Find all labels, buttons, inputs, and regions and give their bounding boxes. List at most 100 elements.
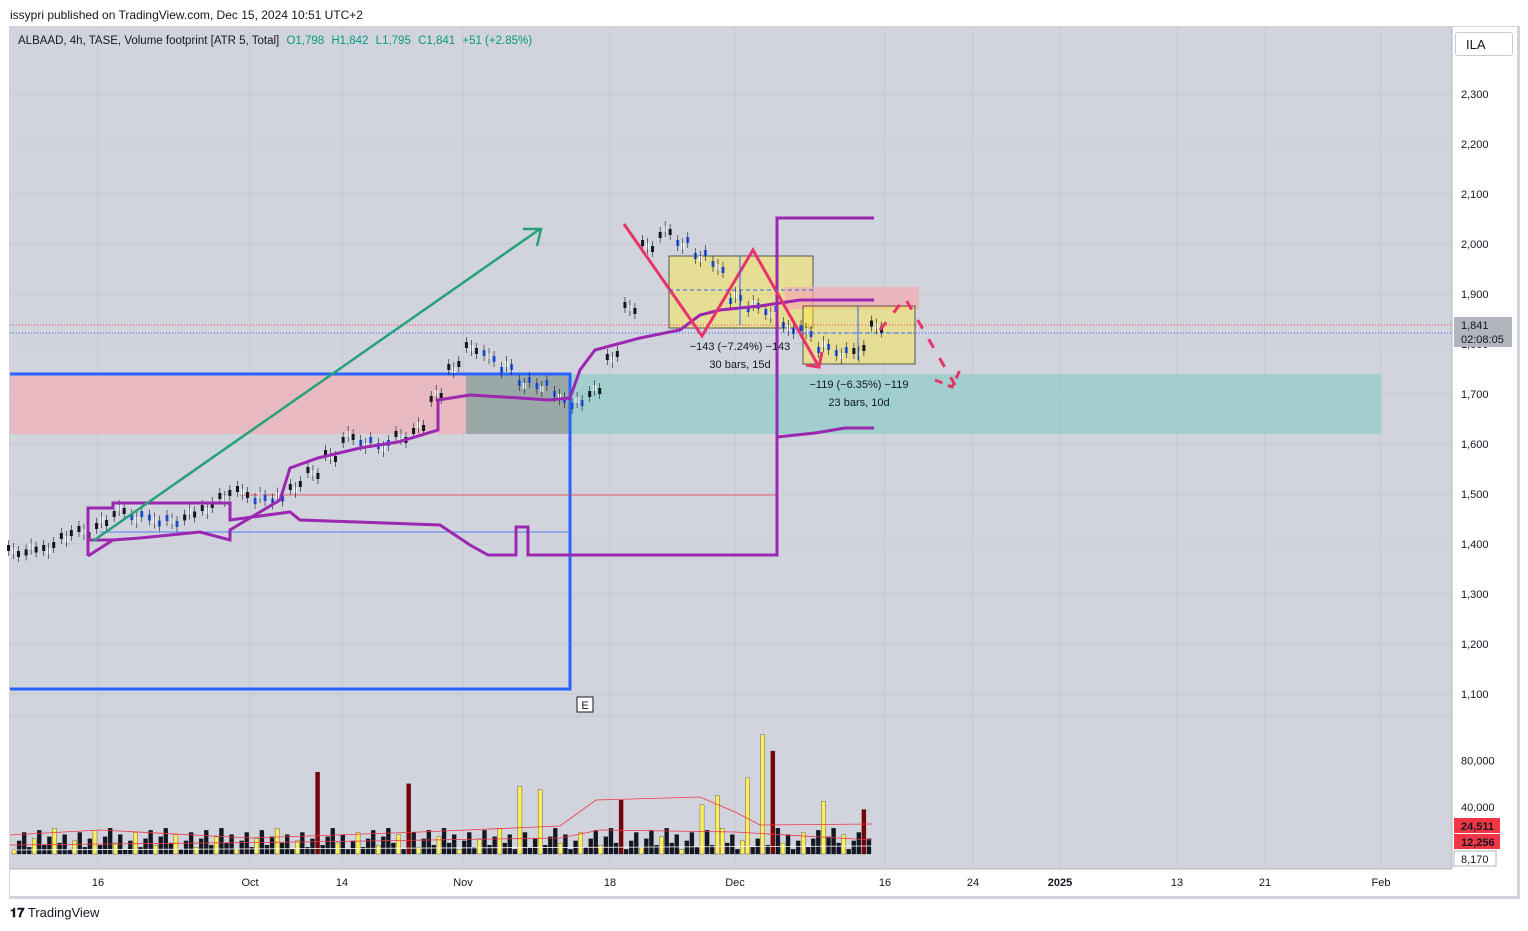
- volume-bar: [345, 849, 351, 855]
- footer-brand: TradingView: [27, 905, 100, 920]
- trend-arrow-up-head: [523, 227, 543, 247]
- forecast-arrow-head: [934, 369, 962, 389]
- volume-bar: [158, 836, 163, 855]
- volume-bar: [720, 828, 725, 855]
- close-value: C1,841: [418, 35, 456, 47]
- volume-bar: [543, 844, 548, 855]
- measure-2-label: −119 (−6.35%) −119: [810, 379, 909, 391]
- volume-bar: [775, 828, 781, 855]
- volume-bar: [406, 783, 411, 855]
- volume-bar: [209, 844, 214, 855]
- volume-bar: [512, 849, 518, 855]
- price-axis-panel: [1452, 27, 1517, 896]
- volume-bar: [310, 838, 315, 855]
- volume-bar: [492, 836, 497, 855]
- volume-tag-red: [1454, 818, 1500, 833]
- volume-bar: [249, 847, 254, 855]
- volume-bar: [689, 832, 695, 855]
- zigzag-down: [622, 223, 821, 368]
- envelope-start: [86, 538, 113, 556]
- volume-bar: [148, 830, 153, 855]
- volume-bar: [72, 840, 77, 855]
- volume-bar: [841, 834, 846, 855]
- volume-bar: [618, 800, 624, 855]
- price-tick-label: 2,000: [1461, 239, 1489, 251]
- volume-bar: [790, 849, 796, 855]
- time-tick-label: 13: [1171, 877, 1183, 889]
- volume-bar: [851, 840, 856, 855]
- volume-bar: [532, 838, 538, 855]
- symbol-legend: ALBAAD, 4h, TASE, Volume footprint [ATR …: [18, 35, 536, 47]
- volume-bar: [608, 828, 614, 855]
- volume-bar: [376, 844, 381, 855]
- volume-bar: [507, 834, 512, 855]
- volume-bar: [578, 832, 583, 855]
- price-tick-label: 2,200: [1461, 139, 1489, 151]
- low-value: L1,795: [375, 35, 411, 47]
- volume-bar: [679, 849, 684, 855]
- time-tick-label: 16: [92, 877, 104, 889]
- volume-bar: [446, 842, 452, 855]
- volume-bar: [522, 832, 528, 855]
- trend-arrow-up: [92, 227, 541, 543]
- earnings-marker-box: [576, 696, 594, 713]
- volume-label-red2: 12,256: [1461, 837, 1495, 849]
- volume-bar: [451, 834, 457, 855]
- volume-bar: [441, 828, 447, 855]
- volume-bar: [67, 849, 72, 855]
- volume-bar: [264, 844, 270, 855]
- volume-label-white: 8,170: [1461, 854, 1489, 866]
- volume-bar: [27, 847, 32, 855]
- price-tick-label: 1,700: [1461, 389, 1489, 401]
- high-value: H1,842: [331, 35, 369, 47]
- earnings-marker: E: [581, 700, 588, 712]
- volume-bar: [699, 804, 705, 855]
- volume-bar: [502, 842, 507, 855]
- volume-bar: [477, 838, 482, 855]
- volume-bar: [77, 832, 82, 855]
- tradingview-logo-icon: 𝟏𝟕: [10, 906, 25, 921]
- volume-bar: [123, 849, 128, 855]
- volume-bar: [694, 847, 700, 855]
- volume-bar: [613, 842, 619, 855]
- volume-bar: [381, 836, 386, 855]
- price-tick-label: 1,900: [1461, 289, 1489, 301]
- price-tick-label: 1,100: [1461, 689, 1489, 701]
- time-tick-label: 16: [879, 877, 891, 889]
- volume-bar: [426, 830, 432, 855]
- volume-bar: [725, 842, 730, 855]
- volume-bar: [821, 801, 826, 855]
- time-tick-label: Dec: [725, 877, 745, 889]
- volume-bars: [11, 734, 872, 855]
- volume-bar: [644, 838, 649, 855]
- volume-bar: [634, 832, 639, 855]
- range-box-blue: [10, 372, 572, 691]
- change-value: +51 (+2.85%): [462, 35, 533, 47]
- volume-bar: [482, 830, 487, 855]
- volume-bar: [623, 849, 629, 855]
- envelope-upper: [86, 216, 874, 557]
- volume-bar: [568, 849, 573, 855]
- volume-bar: [497, 828, 502, 855]
- currency-button[interactable]: ILA: [1455, 32, 1513, 56]
- volume-bar: [583, 847, 588, 855]
- time-axis-panel: [10, 869, 1452, 896]
- volume-bar: [674, 834, 679, 855]
- demand-zone-teal: [466, 374, 1381, 434]
- volume-bar: [715, 795, 720, 855]
- volume-bar: [57, 842, 62, 855]
- volume-bar: [639, 847, 644, 855]
- volume-bar: [735, 849, 740, 855]
- volume-bar: [472, 847, 477, 855]
- volume-bar: [826, 836, 831, 855]
- volume-bar: [462, 840, 467, 855]
- volume-bar: [128, 840, 133, 855]
- volume-bar: [214, 836, 219, 855]
- volume-bar: [37, 830, 42, 855]
- volume-bar: [421, 838, 426, 855]
- volume-bar: [704, 830, 710, 855]
- volume-bar: [224, 842, 229, 855]
- volume-bar: [740, 840, 745, 855]
- price-tick-label: 1,300: [1461, 589, 1489, 601]
